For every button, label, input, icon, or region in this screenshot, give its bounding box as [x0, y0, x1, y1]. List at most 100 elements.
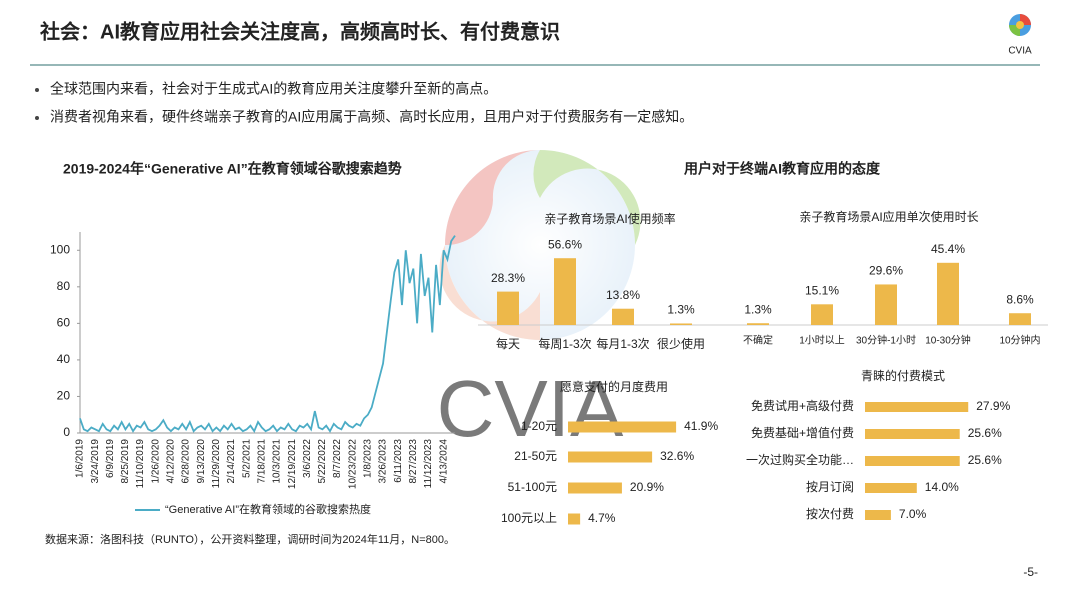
logo-text: CVIA [1008, 46, 1032, 57]
category-label: 10分钟内 [999, 334, 1040, 347]
category-label: 10-30分钟 [925, 334, 971, 347]
bar [747, 323, 769, 325]
y-tick-label: 100 [50, 242, 70, 256]
watermark-text: CVIA [437, 364, 624, 453]
bar [568, 421, 677, 433]
category-label: 一次过购买全功能… [746, 452, 854, 467]
chart-title: 亲子教育场景AI使用频率 [544, 211, 675, 226]
x-tick-label: 9/13/2020 [196, 439, 207, 484]
chart-title: 青睐的付费模式 [861, 368, 945, 383]
x-tick-label: 4/12/2020 [166, 439, 177, 484]
value-label: 1.3% [744, 302, 772, 316]
value-label: 28.3% [491, 271, 525, 285]
panel-title: 用户对于终端AI教育应用的态度 [684, 161, 881, 177]
line-series [79, 235, 456, 434]
bullet-text: 全球范围内来看，社会对于生成式AI的教育应用关注度攀升至新的高点。 [50, 81, 497, 97]
value-label: 41.9% [684, 419, 718, 433]
category-label: 不确定 [743, 334, 773, 347]
value-label: 15.1% [805, 283, 839, 297]
value-label: 13.8% [606, 288, 640, 302]
value-label: 27.9% [976, 399, 1010, 413]
value-label: 56.6% [548, 237, 582, 251]
x-tick-label: 8/27/2023 [408, 439, 419, 484]
watermark-logo [439, 149, 641, 340]
category-label: 每月1-3次 [596, 336, 649, 351]
bar [937, 262, 959, 325]
x-tick-label: 6/28/2020 [181, 439, 192, 484]
x-tick-label: 12/19/2021 [287, 439, 298, 489]
category-label: 30分钟-1小时 [856, 334, 916, 347]
value-label: 1.3% [667, 303, 695, 317]
x-tick-label: 7/18/2021 [256, 439, 267, 484]
x-tick-label: 8/7/2022 [332, 439, 343, 478]
category-label: 按次付费 [806, 507, 854, 521]
y-tick-label: 20 [57, 389, 71, 403]
x-tick-label: 1/26/2020 [150, 439, 161, 484]
value-label: 45.4% [931, 242, 965, 256]
category-label: 很少使用 [657, 336, 705, 351]
x-tick-label: 3/6/2022 [302, 439, 313, 478]
x-tick-label: 1/6/2019 [75, 439, 86, 478]
bullet-dot [35, 116, 39, 120]
y-tick-label: 60 [57, 316, 71, 330]
x-tick-label: 3/26/2023 [378, 439, 389, 484]
page-number: -5- [1023, 565, 1038, 579]
bar [670, 323, 692, 325]
slide-title: 社会：AI教育应用社会关注度高，高频高时长、有付费意识 [39, 19, 560, 43]
chart-title: 愿意支付的月度费用 [560, 379, 668, 394]
category-label: 每周1-3次 [538, 336, 591, 351]
bar [865, 510, 891, 520]
bar [568, 451, 653, 463]
x-tick-label: 10/23/2022 [347, 439, 358, 489]
x-tick-label: 10/3/2021 [272, 439, 283, 484]
bar [865, 456, 960, 466]
value-label: 7.0% [899, 507, 927, 521]
bar [1009, 313, 1031, 325]
source-note: 数据来源：洛图科技（RUNTO），公开资料整理，调研时间为2024年11月，N=… [45, 532, 455, 546]
value-label: 20.9% [630, 480, 664, 494]
x-tick-label: 8/25/2019 [120, 439, 131, 484]
bar [497, 291, 519, 325]
category-label: 免费基础+增值付费 [751, 425, 854, 440]
value-label: 32.6% [660, 449, 694, 463]
x-tick-label: 5/2/2021 [241, 439, 252, 478]
category-label: 51-100元 [508, 480, 557, 494]
category-label: 每天 [496, 336, 520, 351]
bar [612, 308, 634, 325]
x-tick-label: 11/29/2020 [211, 439, 222, 489]
category-label: 1-20元 [521, 419, 557, 433]
bar [875, 284, 897, 325]
chart-title: 2019-2024年“Generative AI”在教育领域谷歌搜索趋势 [63, 161, 402, 177]
y-tick-label: 80 [57, 279, 71, 293]
value-label: 25.6% [968, 453, 1002, 467]
x-tick-label: 6/9/2019 [105, 439, 116, 478]
x-tick-label: 2/14/2021 [226, 439, 237, 484]
x-tick-label: 11/12/2023 [423, 439, 434, 489]
x-tick-label: 5/22/2022 [317, 439, 328, 484]
category-label: 21-50元 [514, 449, 557, 463]
legend-label: “Generative AI”在教育领域的谷歌搜索热度 [165, 502, 371, 516]
x-tick-label: 3/24/2019 [90, 439, 101, 484]
category-label: 免费试用+高级付费 [751, 398, 854, 413]
value-label: 25.6% [968, 426, 1002, 440]
y-tick-label: 0 [63, 425, 70, 439]
bar [865, 402, 969, 412]
bullet-text: 消费者视角来看，硬件终端亲子教育的AI应用属于高频、高时长应用，且用户对于付费服… [50, 109, 693, 125]
x-tick-label: 11/10/2019 [135, 439, 146, 489]
x-tick-label: 1/8/2023 [363, 439, 374, 478]
value-label: 29.6% [869, 264, 903, 278]
chart-title: 亲子教育场景AI应用单次使用时长 [799, 209, 978, 224]
category-label: 1小时以上 [799, 335, 845, 347]
x-tick-label: 6/11/2023 [393, 439, 404, 483]
bar [865, 483, 917, 493]
value-label: 14.0% [925, 480, 959, 494]
bar [865, 429, 960, 439]
bar [568, 482, 622, 494]
bullet-dot [35, 88, 39, 92]
logo [1009, 14, 1031, 36]
value-label: 4.7% [588, 511, 616, 525]
y-tick-label: 40 [57, 352, 71, 366]
value-label: 8.6% [1006, 292, 1034, 306]
x-tick-label: 4/13/2024 [438, 439, 449, 484]
